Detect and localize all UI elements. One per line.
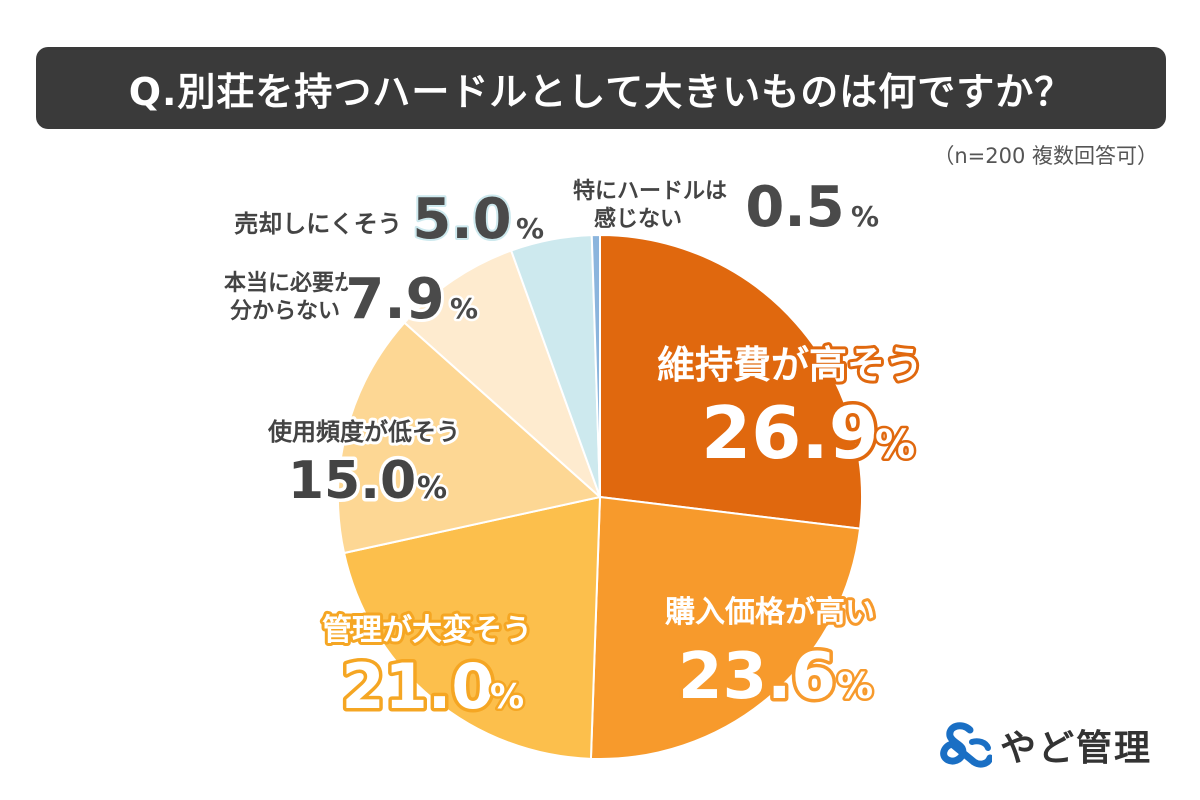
logo-text: やど管理 (1000, 728, 1153, 769)
slice-label-necessity-line2: 分からない (230, 299, 340, 324)
slice-necessity (403, 249, 601, 498)
ampersand-logo-icon (940, 722, 992, 768)
title-bar: Q.別荘を持つハードルとして大きいものは何ですか？ (36, 47, 1166, 129)
slice-value-no-hurdle: 0.5 (745, 175, 844, 240)
slice-value-purchase-price: 23.6 (678, 640, 836, 714)
slice-unit-necessity: % (450, 292, 478, 325)
slice-no-hurdle (590, 233, 601, 498)
slice-unit-management: % (490, 677, 524, 717)
slice-unit-maintenance: % (875, 422, 915, 468)
slice-value-management: 21.0 (342, 650, 495, 723)
slice-label-no-hurdle-line1: 特にハードルは (573, 178, 727, 204)
slice-label-purchase-price: 購入価格が高い (665, 595, 875, 630)
slice-value-maintenance: 26.9 (701, 391, 879, 475)
slice-value-resale: 5.0 (412, 187, 511, 252)
slice-usage-frequency (337, 321, 603, 555)
slice-value-necessity: 7.9 (345, 267, 444, 332)
slice-unit-resale: % (516, 212, 544, 245)
slice-unit-no-hurdle: % (851, 200, 879, 233)
chart-title: Q.別荘を持つハードルとして大きいものは何ですか？ (128, 69, 1074, 114)
slice-label-usage-frequency: 使用頻度が低そう (267, 418, 460, 446)
slice-unit-usage-frequency: % (417, 471, 447, 506)
slice-unit-purchase-price: % (837, 666, 873, 707)
slice-label-management: 管理が大変そう (322, 613, 532, 648)
slice-label-resale: 売却しにくそう (234, 210, 402, 238)
slice-purchase-price (589, 495, 862, 760)
logo: やど管理 (940, 720, 1152, 770)
slice-management (342, 495, 602, 760)
slice-value-usage-frequency: 15.0 (288, 451, 416, 511)
slice-maintenance (599, 233, 863, 530)
slice-label-no-hurdle-line2: 感じない (594, 206, 682, 232)
slice-label-maintenance: 維持費が高そう (657, 343, 923, 387)
slice-label-necessity-line1: 本当に必要か (224, 270, 356, 296)
sample-note: （n=200 複数回答可） (933, 144, 1158, 168)
